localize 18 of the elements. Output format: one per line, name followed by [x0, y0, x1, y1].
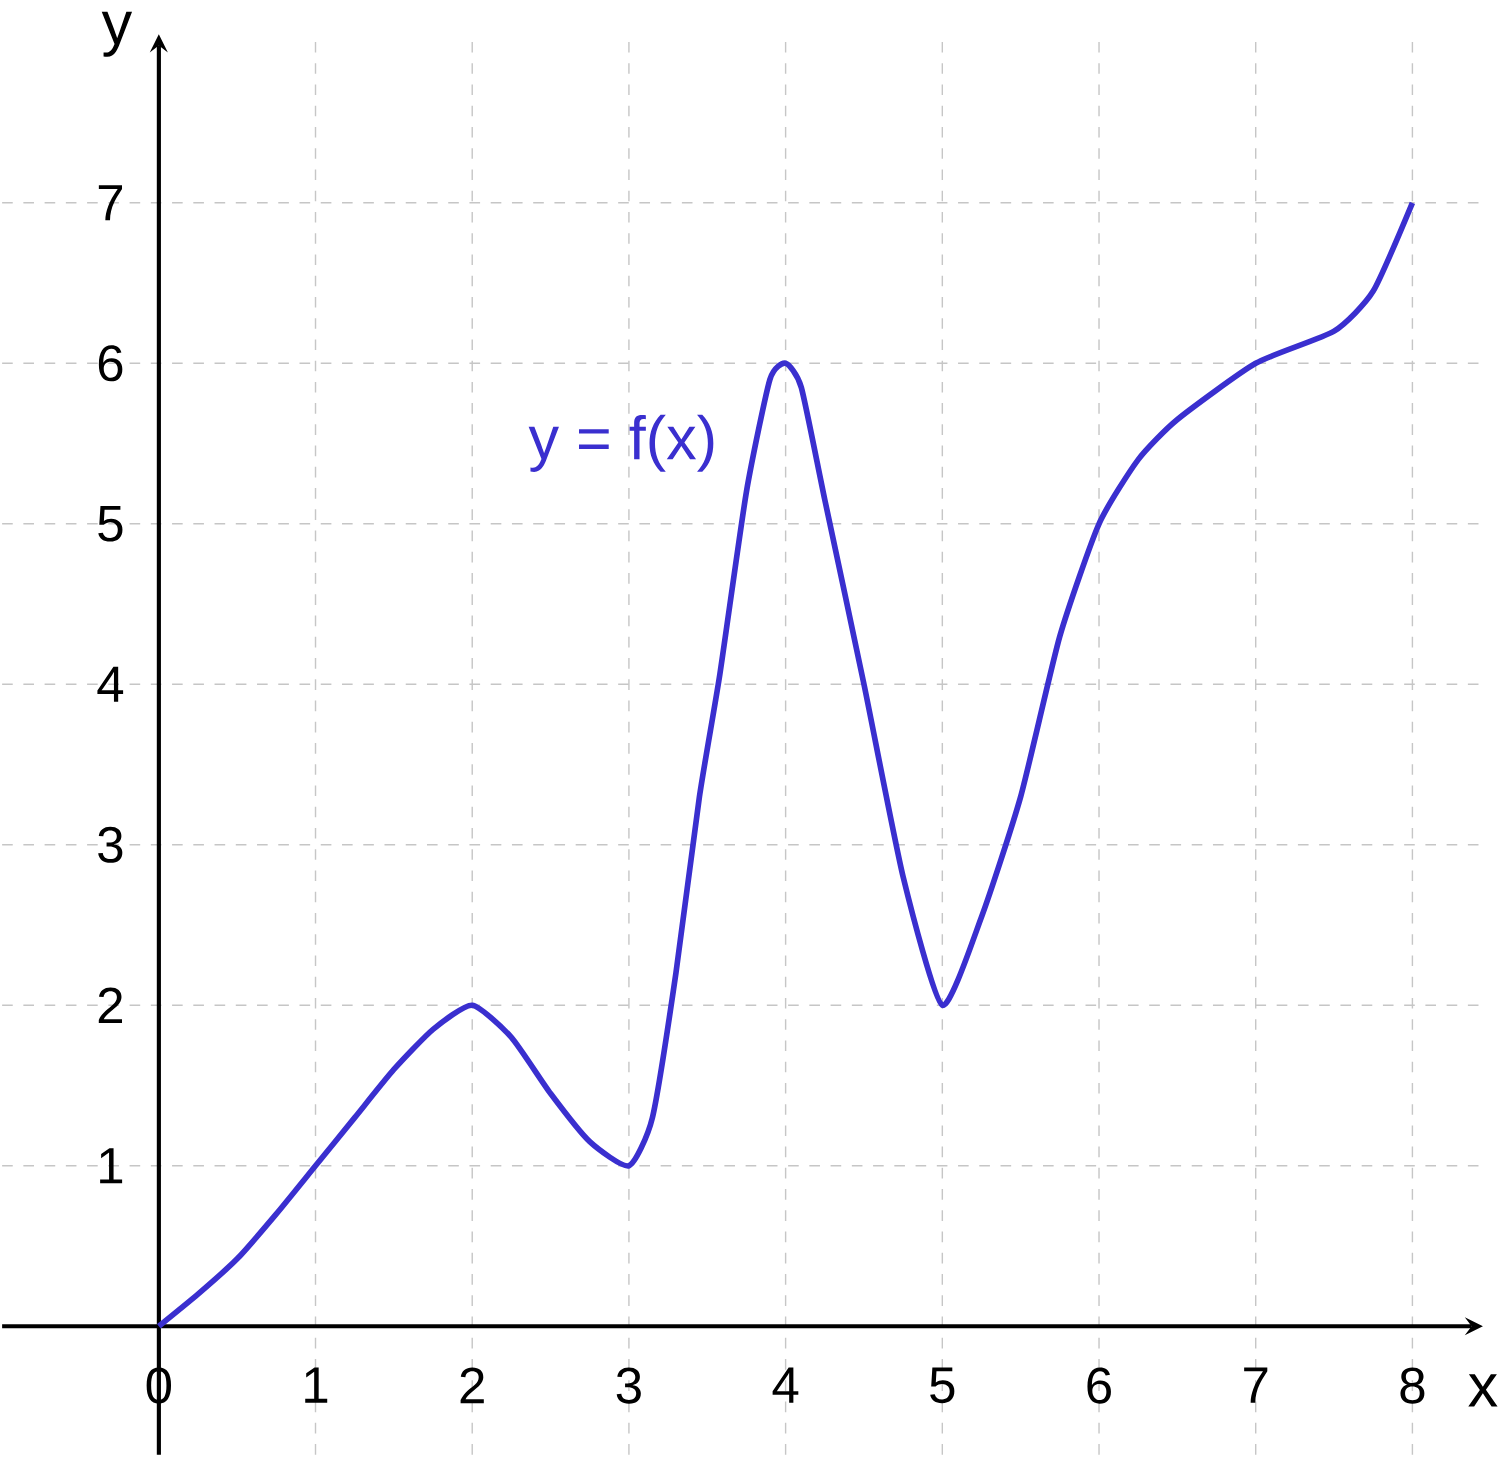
- y-tick-label: 2: [98, 987, 123, 1024]
- x-tick-label: 5: [930, 1367, 955, 1404]
- x-tick-label: 4: [772, 1367, 799, 1403]
- x-tick-label: 8: [1400, 1367, 1425, 1404]
- x-axis-title: x: [1468, 1374, 1498, 1407]
- y-tick-label: 3: [98, 826, 123, 863]
- y-tick-label: 5: [98, 506, 123, 542]
- x-tick-label: 6: [1087, 1367, 1111, 1404]
- y-tick-label: 7: [98, 185, 123, 221]
- y-tick-label: 4: [97, 666, 124, 702]
- annotation: y = f(x): [528, 414, 714, 472]
- x-tick-label: 3: [616, 1367, 641, 1404]
- x-tick-label: 7: [1244, 1367, 1268, 1403]
- y-axis-title: y: [101, 11, 133, 57]
- y-tick-label: 6: [98, 345, 123, 382]
- x-tick-label: 1: [305, 1367, 328, 1403]
- y-tick-label: 1: [100, 1148, 123, 1184]
- x-tick-label: 2: [460, 1367, 484, 1404]
